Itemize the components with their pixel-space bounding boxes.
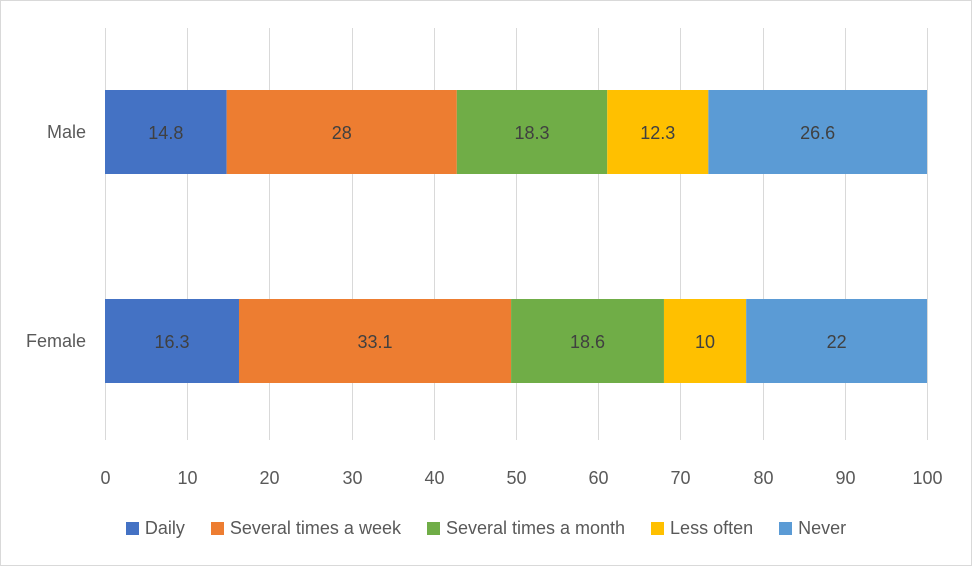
x-tick-label-60: 60 [588, 468, 608, 488]
bar-male-several-times-a-month [456, 90, 608, 174]
category-label-male: Male [47, 122, 86, 142]
bar-female-several-times-a-month [511, 299, 664, 383]
bar-male-less-often [607, 90, 709, 174]
x-tick-label-70: 70 [670, 468, 690, 488]
bar-male-several-times-a-week [226, 90, 457, 174]
legend-label-never: Never [798, 517, 847, 538]
data-label-male-less-often: 12.3 [640, 123, 675, 143]
x-tick-label-80: 80 [753, 468, 773, 488]
legend-item-several-times-a-week: Several times a week [210, 517, 401, 539]
data-label-male-several-times-a-month: 18.3 [515, 123, 550, 143]
legend-swatch-several-times-a-week [210, 521, 224, 535]
data-label-male-several-times-a-week: 28 [332, 123, 352, 143]
data-label-female-several-times-a-month: 18.6 [570, 332, 605, 352]
x-tick-label-10: 10 [177, 468, 197, 488]
data-label-male-daily: 14.8 [148, 123, 183, 143]
bar-female-daily [105, 299, 239, 383]
x-tick-label-100: 100 [912, 468, 942, 488]
data-label-male-never: 26.6 [800, 123, 835, 143]
stacked-bar-chart: 0 10 20 30 40 50 60 70 80 90 100 Male Female 14.8 28 18… [26, 28, 943, 488]
data-label-female-less-often: 10 [695, 332, 715, 352]
bar-male-daily [105, 90, 227, 174]
legend-item-never: Never [779, 518, 846, 539]
chart-legend: Daily Several times a week Several times a… [0, 514, 972, 542]
data-label-female-never: 22 [827, 332, 847, 352]
legend-label-several-times-a-month: Several times a month [445, 517, 626, 538]
x-tick-label-50: 50 [506, 468, 526, 488]
legend-swatch-less-often [651, 521, 665, 535]
bar-female-less-often [663, 299, 747, 383]
legend-label-less-often: Less often [670, 517, 754, 538]
legend-swatch-never [779, 521, 793, 535]
bar-female-never [746, 299, 927, 383]
data-label-female-daily: 16.3 [154, 332, 189, 352]
x-tick-label-20: 20 [259, 468, 279, 488]
bar-male-never [708, 90, 927, 174]
legend-item-less-often: Less often [651, 518, 753, 539]
x-tick-label-30: 30 [342, 468, 362, 488]
legend-item-several-times-a-month: Several times a month [426, 517, 626, 539]
legend-label-several-times-a-week: Several times a week [229, 517, 401, 538]
legend-swatch-daily [125, 521, 139, 535]
x-tick-label-40: 40 [424, 468, 444, 488]
x-tick-label-90: 90 [835, 468, 855, 488]
category-label-female: Female [26, 331, 86, 351]
legend-label-daily: Daily [144, 517, 185, 538]
legend-item-daily: Daily [125, 517, 185, 539]
legend-swatch-several-times-a-month [426, 521, 440, 535]
bar-female-several-times-a-week [238, 299, 512, 383]
data-label-female-several-times-a-week: 33.1 [358, 332, 393, 352]
x-tick-label-0: 0 [100, 468, 110, 488]
